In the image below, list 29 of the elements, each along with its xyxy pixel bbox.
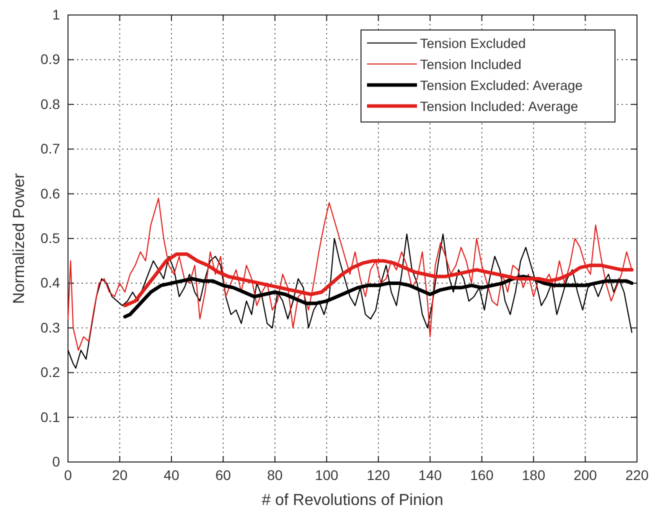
y-tick-label: 0.3	[40, 319, 60, 336]
y-tick-label: 0	[52, 453, 60, 470]
x-tick-label: 20	[112, 466, 128, 483]
y-tick-label: 0.6	[40, 185, 60, 202]
x-tick-label: 0	[64, 466, 72, 483]
legend-label: Tension Excluded	[420, 36, 526, 51]
x-tick-label: 200	[574, 466, 598, 483]
x-tick-label: 80	[267, 466, 283, 483]
x-tick-label: 60	[215, 466, 232, 483]
y-tick-label: 0.8	[40, 96, 60, 112]
legend-label: Tension Excluded: Average	[420, 78, 583, 93]
x-tick-label: 180	[522, 466, 546, 483]
x-tick-label: 120	[366, 466, 390, 483]
y-tick-label: 0.7	[40, 140, 60, 157]
y-tick-label: 0.1	[40, 408, 60, 425]
legend-label: Tension Included	[420, 57, 522, 72]
x-tick-label: 40	[164, 466, 180, 483]
x-axis-title: # of Revolutions of Pinion	[262, 492, 444, 509]
x-tick-label: 160	[470, 466, 494, 483]
y-tick-label: 1	[52, 6, 60, 22]
x-tick-label: 100	[314, 466, 339, 483]
y-tick-label: 0.2	[40, 364, 60, 380]
y-tick-label: 0.4	[40, 274, 60, 291]
legend-label: Tension Included: Average	[420, 99, 578, 114]
y-tick-label: 0.5	[40, 230, 60, 246]
x-tick-label: 220	[625, 466, 649, 483]
y-tick-label: 0.9	[40, 51, 60, 68]
x-tick-label: 140	[418, 466, 442, 483]
y-axis-title: Normalized Power	[11, 172, 28, 304]
